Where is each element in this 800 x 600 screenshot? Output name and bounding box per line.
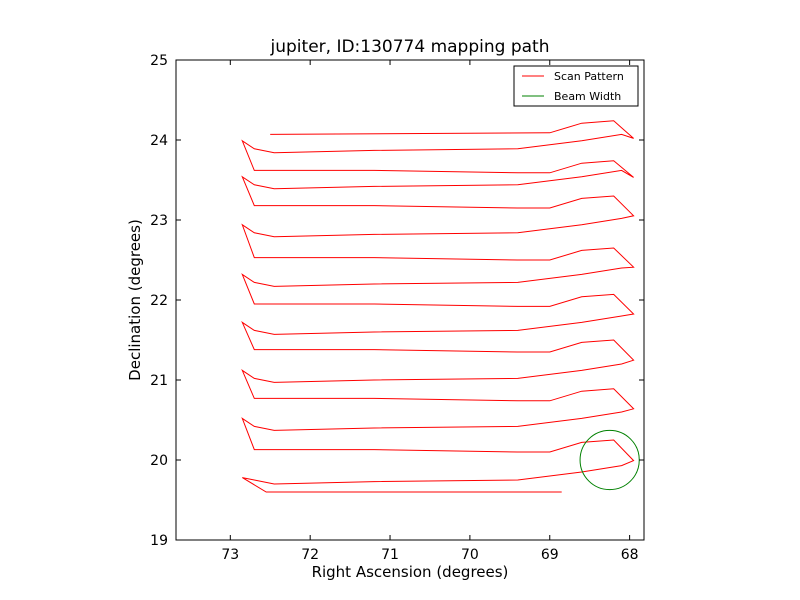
legend: Scan Pattern Beam Width: [513, 65, 639, 107]
y-tick-label: 23: [150, 213, 168, 229]
y-tick-label: 20: [150, 453, 168, 469]
y-axis-label: Declination (degrees): [126, 219, 144, 381]
x-axis-label: Right Ascension (degrees): [312, 563, 509, 581]
y-tick-label: 22: [150, 293, 168, 309]
y-axis-ticks: 19 20 21 22 23 24 25: [150, 53, 644, 549]
y-tick-label: 24: [150, 133, 168, 149]
y-tick-label: 21: [150, 373, 168, 389]
legend-label-scan-pattern: Scan Pattern: [554, 70, 624, 83]
legend-box: [513, 65, 639, 107]
scan-pattern-line: [241, 120, 635, 493]
y-tick-label: 19: [150, 533, 168, 549]
x-tick-label: 69: [541, 547, 559, 563]
axes-background: [176, 60, 644, 540]
x-tick-label: 71: [381, 547, 399, 563]
x-tick-label: 68: [621, 547, 639, 563]
x-tick-label: 70: [461, 547, 479, 563]
chart-title: jupiter, ID:130774 mapping path: [270, 37, 550, 57]
y-tick-label: 25: [150, 53, 168, 69]
plot-area: [175, 59, 645, 541]
legend-label-beam-width: Beam Width: [554, 90, 621, 103]
x-tick-label: 73: [221, 547, 239, 563]
x-tick-label: 72: [301, 547, 319, 563]
scan-pattern-series: [241, 120, 635, 493]
x-axis-ticks: 73 72 71 70 69 68: [221, 60, 639, 563]
